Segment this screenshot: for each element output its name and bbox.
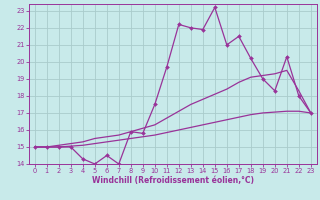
X-axis label: Windchill (Refroidissement éolien,°C): Windchill (Refroidissement éolien,°C) [92,176,254,185]
